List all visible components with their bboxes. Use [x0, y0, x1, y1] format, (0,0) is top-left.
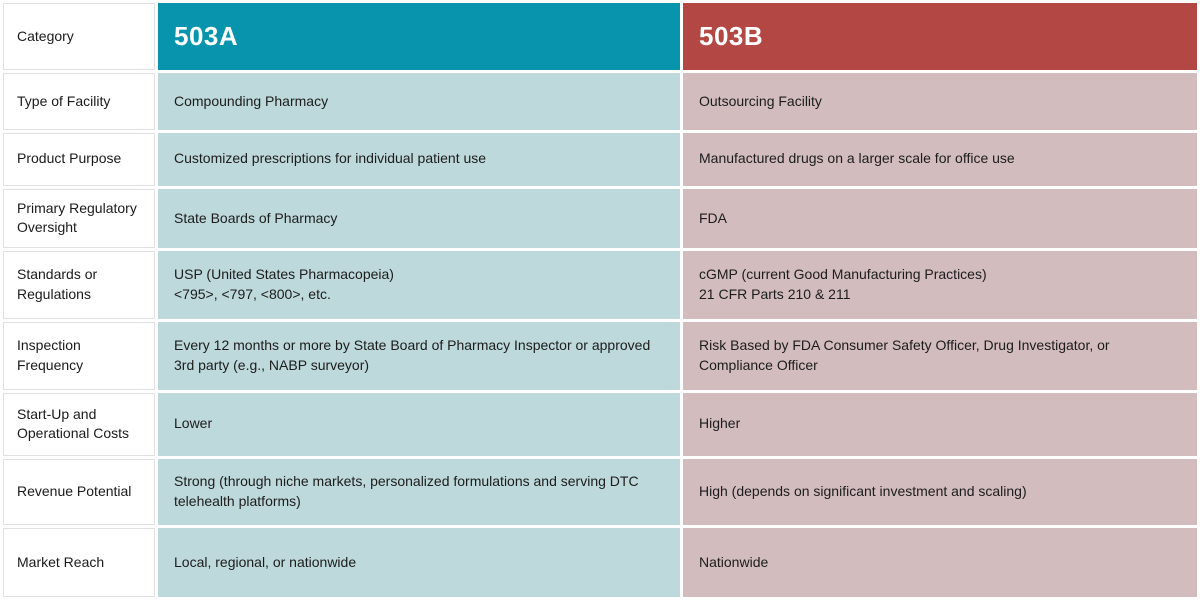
- cell-503a: Compounding Pharmacy: [158, 73, 680, 130]
- column-header-503a: 503A: [158, 3, 680, 71]
- table-row: Product Purpose Customized prescriptions…: [3, 132, 1197, 186]
- table-header-row: Category 503A 503B: [3, 3, 1197, 71]
- cell-503b: FDA: [683, 188, 1197, 249]
- cell-503b: Manufactured drugs on a larger scale for…: [683, 132, 1197, 186]
- row-category-product-purpose: Product Purpose: [3, 132, 155, 186]
- row-category-standards-or-regulations: Standards or Regulations: [3, 251, 155, 319]
- cell-503b: cGMP (current Good Manufacturing Practic…: [683, 251, 1197, 319]
- cell-503b: Nationwide: [683, 527, 1197, 597]
- row-category-inspection-frequency: Inspection Frequency: [3, 321, 155, 390]
- cell-503b: Higher: [683, 392, 1197, 456]
- row-category-primary-regulatory-oversight: Primary Regulatory Oversight: [3, 188, 155, 249]
- table-row: Standards or Regulations USP (United Sta…: [3, 251, 1197, 319]
- cell-503a: Every 12 months or more by State Board o…: [158, 321, 680, 390]
- cell-503a: State Boards of Pharmacy: [158, 188, 680, 249]
- cell-503a: USP (United States Pharmacopeia) <795>, …: [158, 251, 680, 319]
- column-header-503b: 503B: [683, 3, 1197, 71]
- table-row: Inspection Frequency Every 12 months or …: [3, 321, 1197, 390]
- cell-503b: Risk Based by FDA Consumer Safety Office…: [683, 321, 1197, 390]
- table-row: Start-Up and Operational Costs Lower Hig…: [3, 392, 1197, 456]
- cell-503b: Outsourcing Facility: [683, 73, 1197, 130]
- cell-503b: High (depends on significant investment …: [683, 458, 1197, 525]
- table-row: Type of Facility Compounding Pharmacy Ou…: [3, 73, 1197, 130]
- row-category-market-reach: Market Reach: [3, 527, 155, 597]
- cell-503a: Customized prescriptions for individual …: [158, 132, 680, 186]
- row-category-revenue-potential: Revenue Potential: [3, 458, 155, 525]
- table-row: Revenue Potential Strong (through niche …: [3, 458, 1197, 525]
- row-category-type-of-facility: Type of Facility: [3, 73, 155, 130]
- table-row: Market Reach Local, regional, or nationw…: [3, 527, 1197, 597]
- category-column-header: Category: [3, 3, 155, 71]
- cell-503a: Strong (through niche markets, personali…: [158, 458, 680, 525]
- row-category-startup-and-operational-costs: Start-Up and Operational Costs: [3, 392, 155, 456]
- cell-503a: Lower: [158, 392, 680, 456]
- table-row: Primary Regulatory Oversight State Board…: [3, 188, 1197, 249]
- cell-503a: Local, regional, or nationwide: [158, 527, 680, 597]
